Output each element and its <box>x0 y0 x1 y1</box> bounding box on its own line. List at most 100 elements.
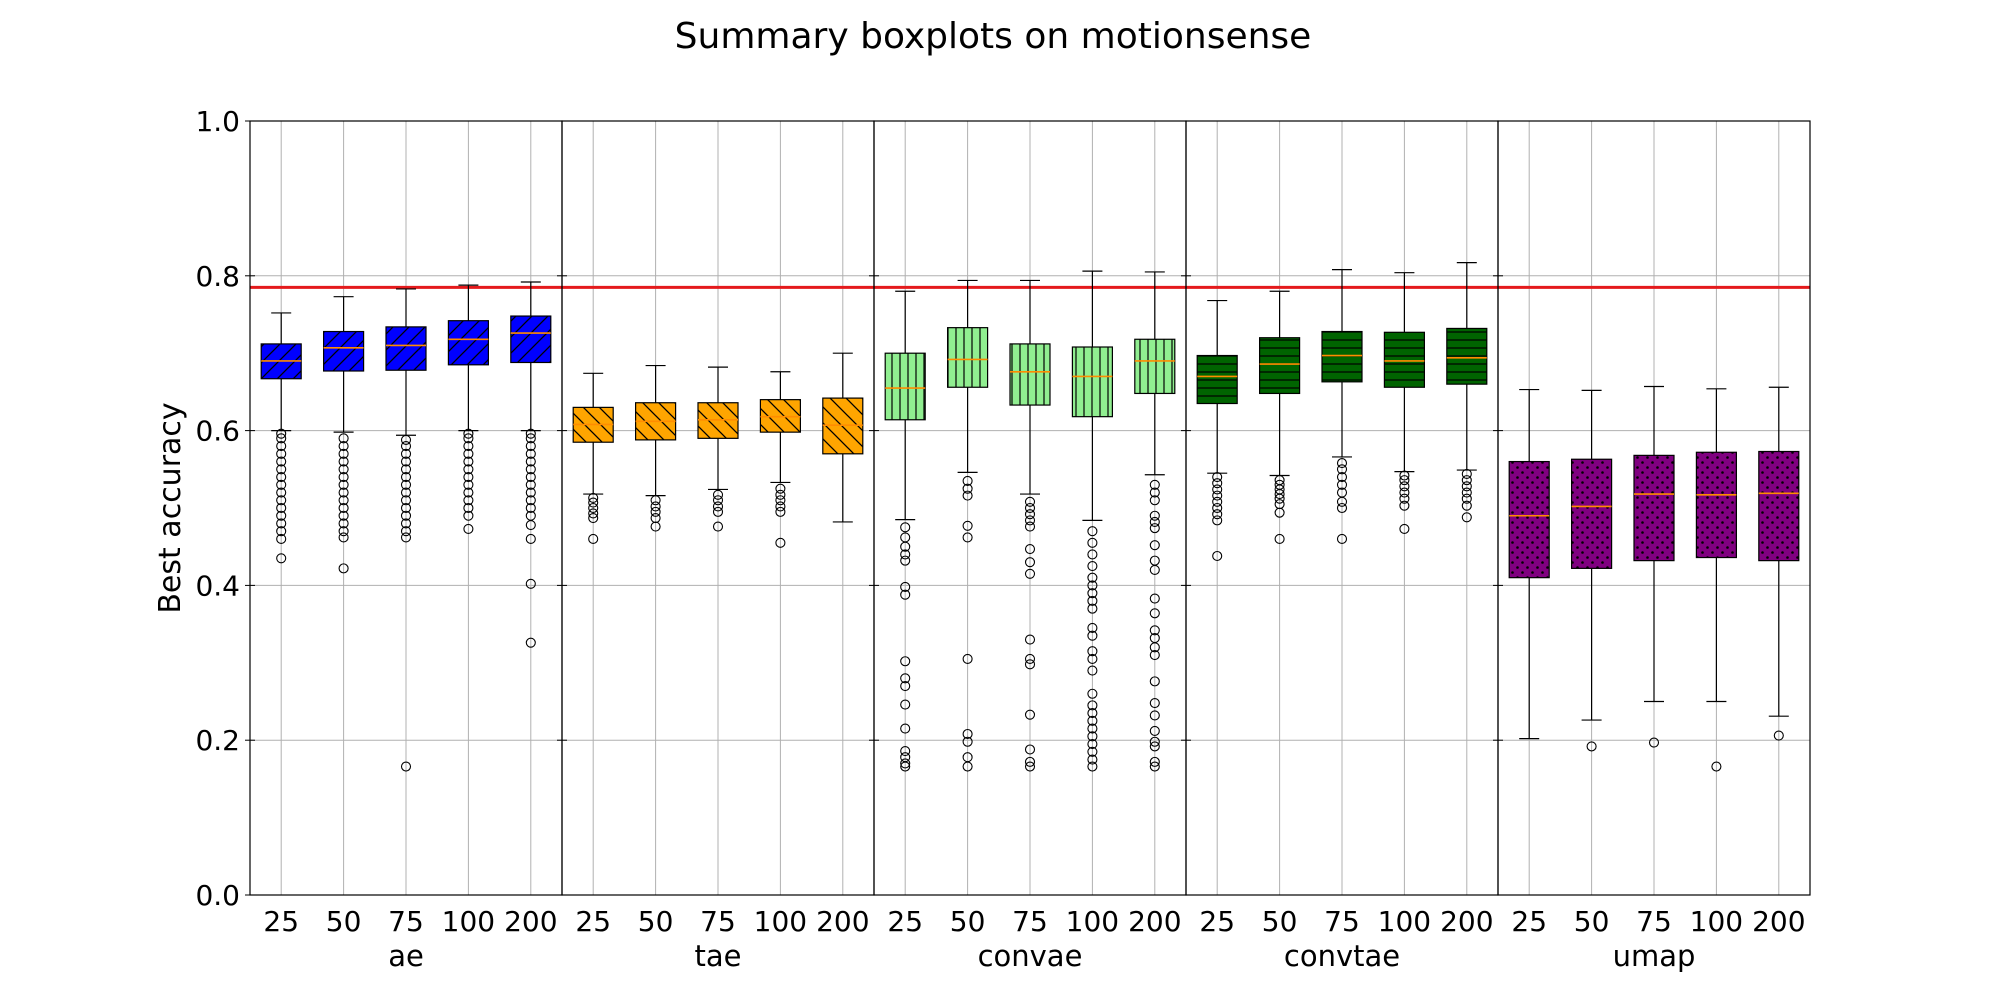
box-outline <box>1508 460 1550 579</box>
outlier-point <box>1399 493 1410 504</box>
outlier-point <box>525 464 536 475</box>
outlier-point <box>525 495 536 506</box>
outlier-point <box>276 456 287 467</box>
outlier-point <box>588 533 599 545</box>
box-umap-200 <box>1758 386 1800 741</box>
outlier-point <box>400 526 412 537</box>
box-hatch <box>323 331 364 372</box>
outlier-point <box>588 513 599 524</box>
outlier-point <box>1087 588 1098 599</box>
box-convtae-25 <box>1196 299 1238 562</box>
group-label-umap: umap <box>1613 939 1696 973</box>
outlier-point <box>775 483 786 494</box>
outlier-point <box>1212 515 1223 526</box>
outlier-point <box>1149 756 1160 767</box>
outlier-point <box>1087 603 1098 614</box>
outlier-point <box>1087 731 1098 742</box>
outlier-point <box>463 448 474 459</box>
box-outline <box>385 326 427 371</box>
outlier-point <box>900 758 911 769</box>
box-hatch <box>1571 459 1612 569</box>
outlier-point <box>400 502 412 514</box>
outlier-point <box>338 495 349 506</box>
outlier-point <box>338 510 349 521</box>
box-convae-100 <box>1071 270 1114 772</box>
y-tick-label: 0.2 <box>195 724 240 757</box>
box-outline <box>1633 454 1675 562</box>
outlier-point <box>900 555 911 566</box>
outlier-point <box>463 479 474 490</box>
outlier-point <box>338 456 349 467</box>
outlier-point <box>338 464 349 475</box>
outlier-point <box>1024 557 1036 568</box>
outlier-point <box>338 441 349 452</box>
outlier-point <box>962 728 973 740</box>
outlier-point <box>276 464 287 475</box>
outlier-point <box>1087 595 1098 606</box>
box-outline <box>946 327 989 388</box>
outlier-point <box>962 653 973 664</box>
outlier-point <box>1274 475 1285 486</box>
outlier-point <box>1586 741 1597 752</box>
outlier-point <box>1149 608 1160 619</box>
group-label-convtae: convtae <box>1284 939 1400 973</box>
outlier-point <box>1149 593 1160 604</box>
y-tick-label: 0.0 <box>195 879 240 912</box>
x-tick-label: 50 <box>326 905 362 938</box>
x-tick-label: 50 <box>1574 905 1610 938</box>
outlier-point <box>463 441 474 452</box>
group-label-tae: tae <box>695 939 742 973</box>
outlier-point <box>338 532 349 543</box>
outlier-point <box>1336 464 1348 475</box>
outlier-point <box>962 490 973 501</box>
box-hatch <box>1072 347 1113 417</box>
box-hatch <box>1696 452 1737 558</box>
panel-frame-umap <box>1497 120 1811 896</box>
outlier-point <box>525 479 536 490</box>
outlier-point <box>775 501 786 512</box>
outlier-point <box>276 448 287 459</box>
outlier-point <box>276 428 287 439</box>
outlier-point <box>1024 521 1036 532</box>
box-umap-50 <box>1570 389 1613 752</box>
outlier-point <box>1149 625 1160 636</box>
outlier-point <box>276 553 287 564</box>
outlier-point <box>1212 471 1223 483</box>
outlier-point <box>338 563 349 574</box>
box-outline <box>1446 327 1488 385</box>
outlier-point <box>1399 487 1410 498</box>
outlier-point <box>1399 523 1410 534</box>
outlier-point <box>900 589 911 600</box>
box-hatch <box>1758 451 1799 561</box>
outlier-point <box>1461 512 1472 523</box>
outlier-point <box>525 456 536 467</box>
outlier-point <box>400 441 412 452</box>
panel-frames <box>245 120 1811 896</box>
box-ae-100 <box>447 284 489 534</box>
box-convae-50 <box>946 279 989 772</box>
x-tick-label: 25 <box>1511 905 1547 938</box>
outlier-point <box>1711 761 1722 772</box>
outlier-point <box>1149 650 1160 661</box>
outlier-point <box>463 433 474 444</box>
outlier-point <box>1024 653 1036 664</box>
outlier-point <box>650 513 661 524</box>
boxes-layer <box>260 262 1800 772</box>
box-convae-25 <box>884 290 926 772</box>
outlier-point <box>650 506 661 517</box>
outlier-point <box>900 549 911 560</box>
outlier-point <box>900 723 911 734</box>
outlier-point <box>338 518 349 529</box>
outlier-point <box>1212 502 1223 514</box>
outlier-point <box>1149 523 1160 534</box>
outlier-point <box>338 448 349 459</box>
outlier-point <box>525 433 536 444</box>
outlier-point <box>400 448 412 459</box>
outlier-point <box>525 448 536 459</box>
outlier-point <box>1274 479 1285 490</box>
outlier-point <box>1149 761 1160 772</box>
outlier-point <box>1087 723 1098 734</box>
outlier-point <box>1149 736 1160 747</box>
box-convae-200 <box>1134 271 1176 772</box>
outlier-point <box>962 475 973 486</box>
